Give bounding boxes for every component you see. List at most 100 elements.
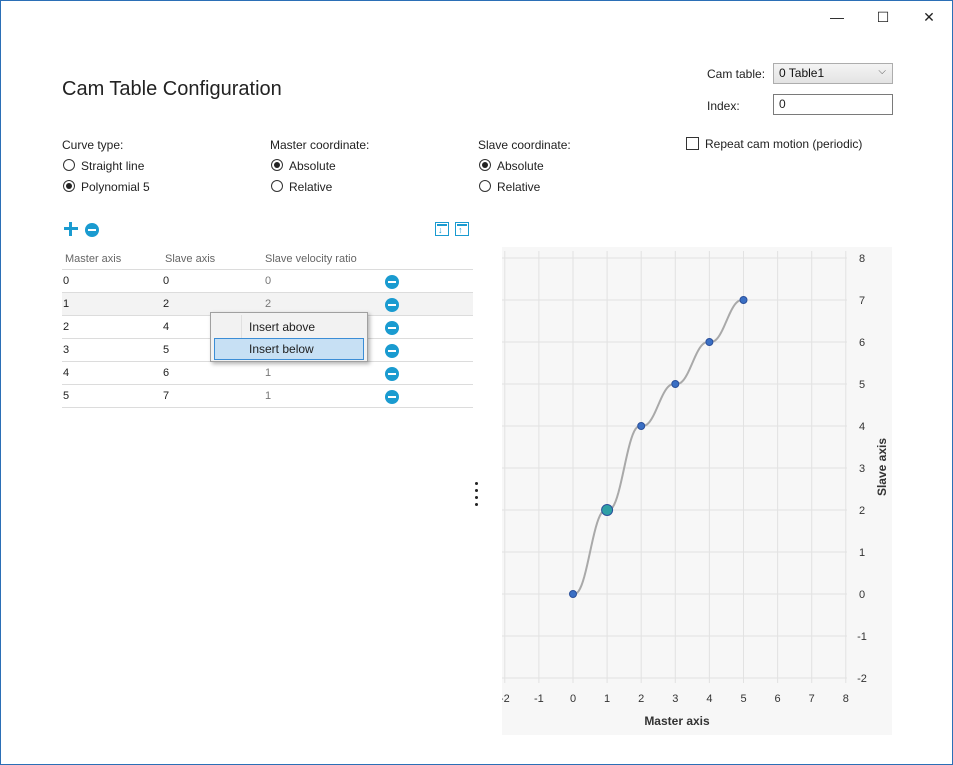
cell-slave[interactable]: 4 — [163, 321, 170, 333]
data-point[interactable] — [569, 590, 577, 598]
cell-ratio[interactable]: 1 — [265, 390, 272, 402]
column-header-slave[interactable]: Slave axis — [165, 253, 216, 265]
close-icon: ✕ — [923, 8, 935, 25]
master-absolute-label: Absolute — [289, 159, 336, 173]
master-relative-label: Relative — [289, 180, 333, 194]
slave-relative-label: Relative — [497, 180, 541, 194]
splitter-dot — [475, 482, 478, 485]
splitter-dot — [475, 489, 478, 492]
index-input[interactable]: 0 — [773, 94, 893, 115]
page-title: Cam Table Configuration — [62, 78, 282, 100]
y-tick-label: -1 — [857, 631, 867, 643]
x-axis-label: Master axis — [644, 714, 710, 728]
curve-type-label: Curve type: — [62, 138, 124, 152]
cell-slave[interactable]: 6 — [163, 367, 170, 379]
export-icon[interactable]: ↑ — [455, 222, 469, 236]
data-points[interactable] — [569, 296, 748, 598]
y-tick-labels: -2 -1 0 1 2 3 4 5 6 7 8 — [857, 253, 867, 685]
y-tick-label: 1 — [859, 547, 865, 559]
context-menu: Insert above Insert below — [210, 312, 368, 362]
menu-item-insert-above[interactable]: Insert above — [249, 320, 316, 334]
data-point[interactable] — [637, 422, 646, 430]
master-relative-radio[interactable] — [271, 180, 283, 192]
delete-row-icon[interactable] — [385, 390, 399, 404]
repeat-label: Repeat cam motion (periodic) — [705, 137, 863, 151]
x-tick-label: 1 — [604, 693, 610, 705]
delete-row-icon[interactable] — [385, 344, 399, 358]
slave-absolute-radio[interactable] — [479, 159, 491, 171]
y-tick-label: 0 — [859, 589, 865, 601]
cell-slave[interactable]: 2 — [163, 298, 170, 310]
curve-type-polynomial-radio[interactable] — [63, 180, 75, 192]
minimize-button[interactable]: — — [814, 3, 860, 31]
master-absolute-radio[interactable] — [271, 159, 283, 171]
cell-ratio[interactable]: 2 — [265, 298, 272, 310]
index-label: Index: — [707, 99, 740, 113]
import-icon[interactable]: ↓ — [435, 222, 449, 236]
curve-type-straight-radio[interactable] — [63, 159, 75, 171]
cell-ratio[interactable]: 0 — [265, 275, 272, 287]
cell-master[interactable]: 5 — [63, 390, 70, 402]
slave-relative-radio[interactable] — [479, 180, 491, 192]
cam-table-label: Cam table: — [707, 67, 766, 81]
context-menu-gutter — [241, 315, 242, 359]
y-tick-label: 4 — [859, 421, 865, 433]
cell-master[interactable]: 1 — [63, 298, 70, 310]
cell-master[interactable]: 2 — [63, 321, 70, 333]
remove-row-icon[interactable] — [85, 223, 99, 237]
cell-master[interactable]: 0 — [63, 275, 70, 287]
x-tick-label: 8 — [843, 693, 849, 705]
column-header-ratio[interactable]: Slave velocity ratio — [265, 253, 357, 265]
x-tick-labels: -2 -1 0 1 2 3 4 5 6 7 8 — [502, 693, 849, 705]
slave-coordinate-label: Slave coordinate: — [478, 138, 571, 152]
close-button[interactable]: ✕ — [906, 3, 952, 31]
data-point[interactable] — [705, 338, 714, 346]
cam-curve-line — [572, 299, 744, 595]
y-tick-label: 8 — [859, 253, 865, 265]
y-tick-label: -2 — [857, 673, 867, 685]
splitter-handle[interactable] — [475, 482, 479, 510]
data-point-selected[interactable] — [601, 504, 614, 516]
y-tick-label: 7 — [859, 295, 865, 307]
data-point[interactable] — [739, 296, 748, 304]
delete-row-icon[interactable] — [385, 367, 399, 381]
repeat-checkbox[interactable] — [686, 137, 699, 150]
cam-table-value: 0 Table1 — [779, 66, 825, 80]
x-tick-label: 3 — [672, 693, 678, 705]
slave-absolute-label: Absolute — [497, 159, 544, 173]
splitter-dot — [475, 496, 478, 499]
cell-master[interactable]: 3 — [63, 344, 70, 356]
curve-type-polynomial-label: Polynomial 5 — [81, 180, 150, 194]
table-row[interactable]: 0 0 0 — [62, 270, 473, 293]
chevron-down-icon: ⌵ — [878, 66, 886, 77]
x-tick-label: 7 — [809, 693, 815, 705]
x-tick-label: 2 — [638, 693, 644, 705]
cell-ratio[interactable]: 1 — [265, 367, 272, 379]
delete-row-icon[interactable] — [385, 275, 399, 289]
cell-master[interactable]: 4 — [63, 367, 70, 379]
maximize-button[interactable]: ☐ — [860, 3, 906, 31]
menu-item-insert-below[interactable]: Insert below — [214, 338, 364, 360]
cell-slave[interactable]: 7 — [163, 390, 170, 402]
table-row[interactable]: 4 6 1 — [62, 362, 473, 385]
splitter-dot — [475, 503, 478, 506]
x-tick-label: 0 — [570, 693, 576, 705]
add-row-icon[interactable] — [64, 222, 78, 236]
delete-row-icon[interactable] — [385, 321, 399, 335]
cell-slave[interactable]: 0 — [163, 275, 170, 287]
y-tick-label: 2 — [859, 505, 865, 517]
x-tick-label: 4 — [706, 693, 712, 705]
x-tick-label: 6 — [775, 693, 781, 705]
y-tick-label: 5 — [859, 379, 865, 391]
header-divider — [62, 269, 473, 270]
table-row[interactable]: 5 7 1 — [62, 385, 473, 408]
maximize-icon: ☐ — [876, 8, 890, 25]
data-point[interactable] — [671, 380, 680, 388]
cell-slave[interactable]: 5 — [163, 344, 170, 356]
y-tick-label: 3 — [859, 463, 865, 475]
cam-table-select[interactable]: 0 Table1 ⌵ — [773, 63, 893, 84]
column-header-master[interactable]: Master axis — [65, 253, 122, 265]
delete-row-icon[interactable] — [385, 298, 399, 312]
grid-lines — [502, 251, 847, 683]
